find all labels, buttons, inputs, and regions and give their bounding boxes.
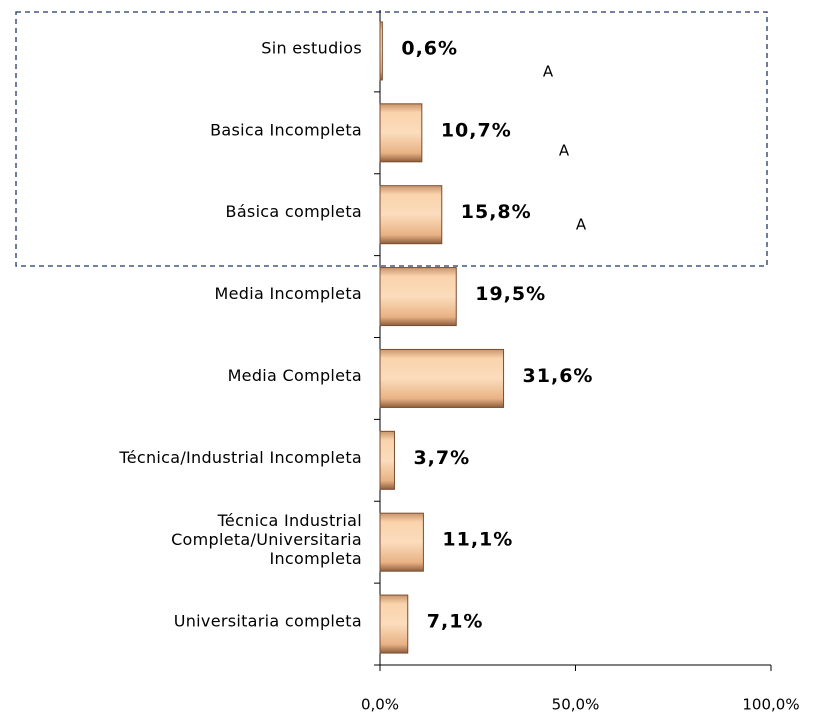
value-label: 7,1% [427,611,484,633]
bar [379,21,383,81]
bar [379,348,505,408]
x-tick-label: 0,0% [361,696,399,714]
annotation: A [559,142,570,160]
bar [379,594,409,654]
bar [379,430,395,490]
category-label: Sin estudios [261,38,362,57]
bar [379,103,423,163]
value-label: 11,1% [442,529,513,551]
bar [379,267,457,327]
category-label: Media Incompleta [215,284,363,303]
annotation: A [543,63,554,81]
category-label: Basica Incompleta [210,120,362,139]
value-label: 15,8% [461,201,532,223]
bar [379,185,443,245]
category-label: Básica completa [226,202,362,221]
category-label: Técnica Industrial Completa/Universitaria… [171,511,362,568]
category-label: Técnica/Industrial Incompleta [118,448,362,467]
value-label: 10,7% [441,119,512,141]
value-label: 3,7% [413,447,470,469]
value-label: 0,6% [401,37,458,59]
x-tick-label: 100,0% [742,696,799,714]
category-label: Universitaria completa [174,612,362,631]
annotation: A [576,216,587,234]
x-tick-label: 50,0% [552,696,600,714]
bar [379,512,424,572]
value-label: 19,5% [475,283,546,305]
category-label: Media Completa [228,366,362,385]
highlight-box [15,11,768,267]
value-label: 31,6% [523,365,594,387]
